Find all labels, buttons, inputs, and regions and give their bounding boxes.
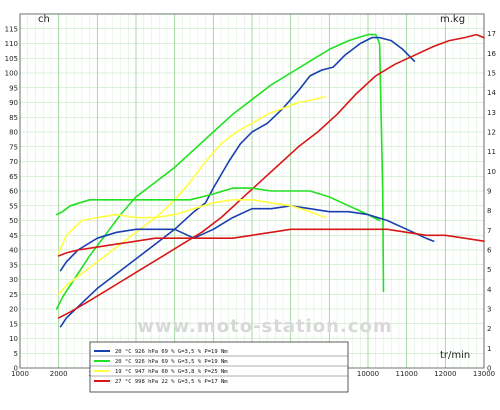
y-left-tick-label: 30 <box>9 276 18 284</box>
y-right-tick-label: 9 <box>487 188 491 196</box>
y-right-tick-label: 16 <box>487 50 496 58</box>
series-line-5-torque <box>55 187 381 222</box>
legend-entry: 19 °C 947 hPa 60 % G=3,8 % P=25 Nm <box>115 369 228 375</box>
y-left-tick-label: 80 <box>9 129 18 137</box>
y-axis-right-label: m.kg <box>440 14 465 25</box>
y-right-tick-label: 5 <box>487 266 491 274</box>
series-line-7-torque <box>57 199 327 254</box>
y-right-tick-label: 0 <box>487 365 491 373</box>
y-right-tick-label: 3 <box>487 306 491 314</box>
y-left-tick-label: 45 <box>9 232 18 240</box>
legend-entry: 27 °C 998 hPa 22 % G=3,5 % P=17 Nm <box>115 379 228 385</box>
y-right-tick-label: 10 <box>487 168 496 176</box>
y-right-tick-label: 14 <box>487 89 496 97</box>
legend: 20 °C 926 hPa 69 % G=3,5 % P=19 Nm 20 °C … <box>89 341 349 393</box>
series-line-3-power <box>57 95 327 296</box>
y-right-tick-label: 6 <box>487 247 492 255</box>
y-left-tick-label: 40 <box>9 247 18 255</box>
y-right-tick-label: 17 <box>487 30 496 38</box>
legend-box <box>89 341 349 393</box>
y-right-tick-label: 7 <box>487 227 491 235</box>
y-right-tick-label: 12 <box>487 129 496 137</box>
y-right-tick-label: 2 <box>487 325 491 333</box>
legend-entry: 20 °C 926 hPa 69 % G=3,5 % P=19 Nm <box>115 349 228 355</box>
y-left-tick-label: 10 <box>9 335 18 343</box>
x-tick-label: 1000 <box>11 370 29 378</box>
series-line-6-torque <box>59 205 435 272</box>
y-right-tick-label: 11 <box>487 148 496 156</box>
y-left-tick-label: 65 <box>9 173 18 181</box>
y-left-tick-label: 55 <box>9 202 18 210</box>
y-left-tick-label: 70 <box>9 158 18 166</box>
y-right-tick-label: 15 <box>487 70 496 78</box>
y-left-tick-label: 15 <box>9 320 18 328</box>
y-left-tick-label: 60 <box>9 188 18 196</box>
y-axis-left-label: ch <box>38 14 50 25</box>
y-left-tick-label: 25 <box>9 291 18 299</box>
watermark: www.moto-station.com <box>137 316 392 337</box>
y-left-tick-label: 85 <box>9 114 18 122</box>
series-line-2-power <box>59 36 416 328</box>
x-axis-label: tr/min <box>440 350 470 361</box>
x-tick-label: 12000 <box>434 370 456 378</box>
series-line-8-torque <box>57 228 485 257</box>
y-left-tick-label: 35 <box>9 261 18 269</box>
y-right-tick-label: 13 <box>487 109 496 117</box>
y-left-tick-label: 105 <box>5 55 18 63</box>
y-left-tick-label: 0 <box>14 365 18 373</box>
y-right-tick-label: 1 <box>487 345 491 353</box>
series-line-1-power <box>55 33 385 310</box>
y-left-tick-label: 95 <box>9 84 18 92</box>
legend-entry: 20 °C 926 hPa 69 % G=3,5 % P=19 Nm <box>115 359 228 365</box>
series-line-4-power <box>57 33 485 319</box>
series-lines <box>55 33 485 328</box>
y-right-tick-label: 8 <box>487 207 491 215</box>
y-left-tick-label: 90 <box>9 99 18 107</box>
x-tick-label: 11000 <box>396 370 418 378</box>
grid <box>19 13 485 369</box>
y-left-tick-label: 110 <box>5 40 18 48</box>
y-left-tick-label: 50 <box>9 217 18 225</box>
y-left-tick-label: 5 <box>14 350 18 358</box>
y-left-tick-label: 115 <box>5 25 18 33</box>
x-tick-label: 13000 <box>473 370 495 378</box>
x-tick-label: 10000 <box>357 370 379 378</box>
y-left-tick-label: 75 <box>9 143 18 151</box>
x-tick-label: 2000 <box>50 370 68 378</box>
y-left-tick-label: 20 <box>9 306 18 314</box>
y-left-tick-label: 100 <box>5 70 18 78</box>
y-right-tick-label: 4 <box>487 286 492 294</box>
